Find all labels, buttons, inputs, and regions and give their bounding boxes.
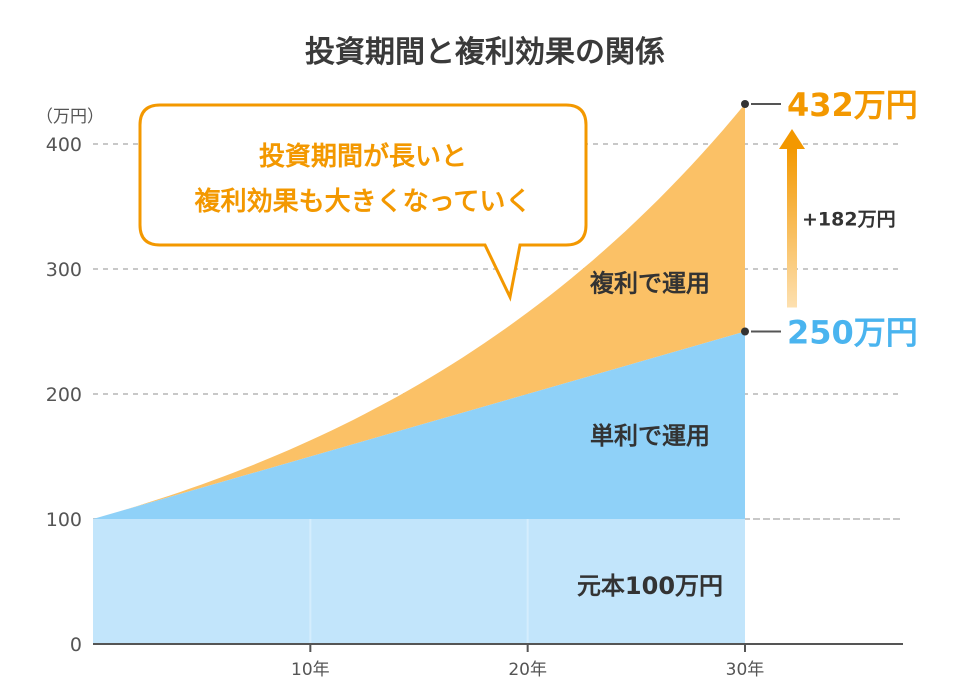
principal-area (93, 519, 745, 644)
simple-end-dot (741, 327, 749, 336)
simple-area-label: 単利で運用 (590, 422, 710, 450)
y-tick-label-200: 200 (46, 384, 82, 406)
speech-bubble-shape (138, 103, 588, 302)
x-tick-label-10: 10年 (291, 660, 330, 680)
principal-area-label: 元本100万円 (577, 572, 723, 600)
y-tick-labels: 0 100 200 300 400 (46, 134, 82, 656)
x-tick-label-30: 30年 (726, 660, 765, 680)
y-tick-label-0: 0 (70, 634, 82, 656)
compound-area (93, 104, 745, 519)
difference-arrow-head (779, 129, 805, 149)
simple-end-value: 250万円 (787, 314, 918, 352)
speech-bubble: 投資期間が長いと 複利効果も大きくなっていく (138, 103, 588, 302)
area-series (93, 104, 903, 644)
y-tick-label-400: 400 (46, 134, 82, 156)
y-axis-unit: （万円） (36, 107, 104, 127)
axes (93, 643, 903, 652)
compound-area-label: 複利で運用 (590, 270, 710, 298)
compound-end-value: 432万円 (787, 86, 918, 124)
speech-bubble-line-2: 複利効果も大きくなっていく (195, 186, 532, 217)
chart-title: 投資期間と複利効果の関係 (305, 35, 665, 70)
simple-area (93, 331, 745, 519)
end-markers (741, 100, 781, 336)
difference-arrow (779, 129, 805, 308)
difference-label: +182万円 (802, 208, 896, 230)
y-tick-label-300: 300 (46, 259, 82, 281)
y-tick-label-100: 100 (46, 509, 82, 531)
speech-bubble-line-1: 投資期間が長いと (259, 141, 467, 172)
x-tick-labels: 10年 20年 30年 (291, 660, 764, 680)
compound-end-dot (741, 100, 749, 108)
x-tick-label-20: 20年 (508, 660, 547, 680)
difference-arrow-shaft (787, 147, 797, 308)
